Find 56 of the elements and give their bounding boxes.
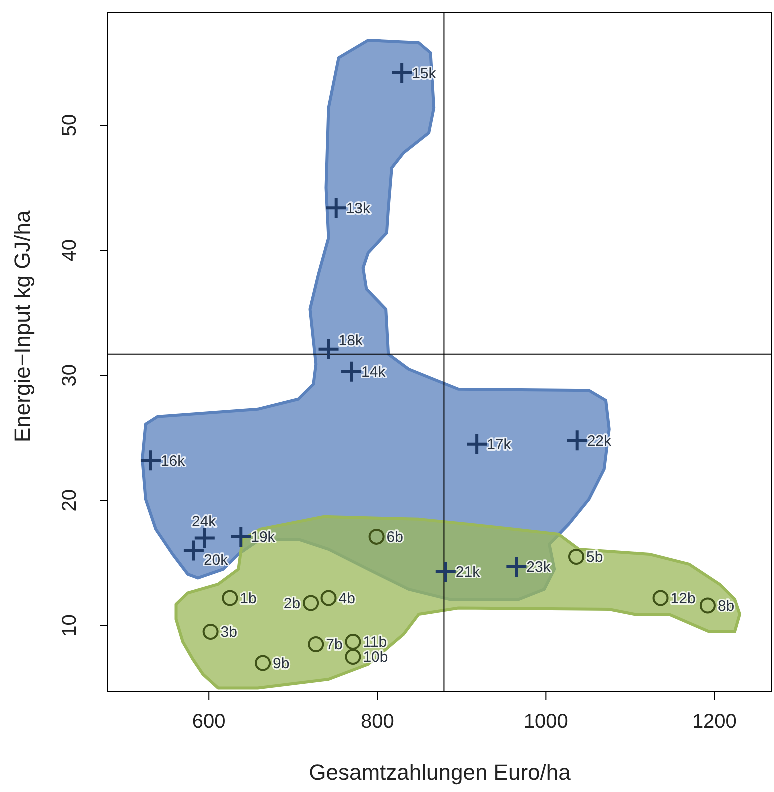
annotation: 6b: [386, 529, 404, 546]
annotation: 5b: [586, 549, 604, 566]
annotation: 19k: [251, 529, 276, 546]
point: [320, 590, 337, 606]
annotation: 12b: [670, 590, 696, 608]
annotation: 1b: [240, 590, 257, 608]
point: [506, 556, 527, 577]
point: [326, 198, 346, 218]
x-axis-title: Gesamtzahlungen Euro/ha: [309, 760, 572, 785]
annotation: 14k: [362, 364, 386, 382]
annotation: 21k: [456, 564, 481, 582]
x-tick-label: 1200: [692, 711, 737, 734]
annotation: 23k: [526, 559, 552, 576]
point: [222, 590, 238, 606]
point: [345, 648, 362, 665]
x-tick-label: 800: [360, 711, 394, 734]
annotation: 24k: [192, 513, 217, 530]
annotation: 18k: [338, 332, 364, 350]
point: [231, 526, 252, 547]
annotation: 16k: [160, 452, 186, 470]
point: [652, 590, 669, 606]
annotation: 7b: [326, 636, 343, 654]
point: [342, 362, 362, 382]
annotation: 2b: [284, 595, 301, 612]
point: [140, 450, 161, 471]
annotation: 11b: [363, 634, 388, 652]
y-tick-label: 10: [59, 614, 81, 637]
annotation: 4b: [338, 590, 356, 608]
annotation: 9b: [273, 655, 290, 672]
point: [568, 548, 585, 565]
point: [467, 434, 488, 454]
annotation: 13k: [346, 200, 372, 218]
y-tick-label: 20: [59, 490, 81, 512]
point: [392, 63, 412, 84]
point: [184, 540, 204, 561]
point: [700, 598, 716, 614]
annotation: 20k: [204, 552, 229, 569]
x-tick-label: 600: [192, 711, 226, 734]
point: [255, 655, 272, 672]
y-tick-label: 30: [59, 364, 81, 387]
point: [194, 528, 215, 548]
annotation: 8b: [718, 598, 735, 615]
point: [567, 430, 588, 451]
point: [345, 634, 362, 650]
point: [308, 636, 324, 652]
x-tick-label: 1000: [524, 711, 568, 734]
point: [368, 528, 385, 545]
point: [436, 562, 456, 582]
point: [303, 595, 320, 612]
y-tick-label: 50: [59, 114, 81, 137]
y-tick-label: 40: [59, 239, 81, 262]
annotation: 17k: [487, 436, 512, 454]
point: [318, 339, 339, 360]
point: [202, 624, 219, 640]
annotation: 3b: [220, 624, 238, 642]
y-axis-title: Energie−Input kg GJ/ha: [10, 210, 35, 442]
